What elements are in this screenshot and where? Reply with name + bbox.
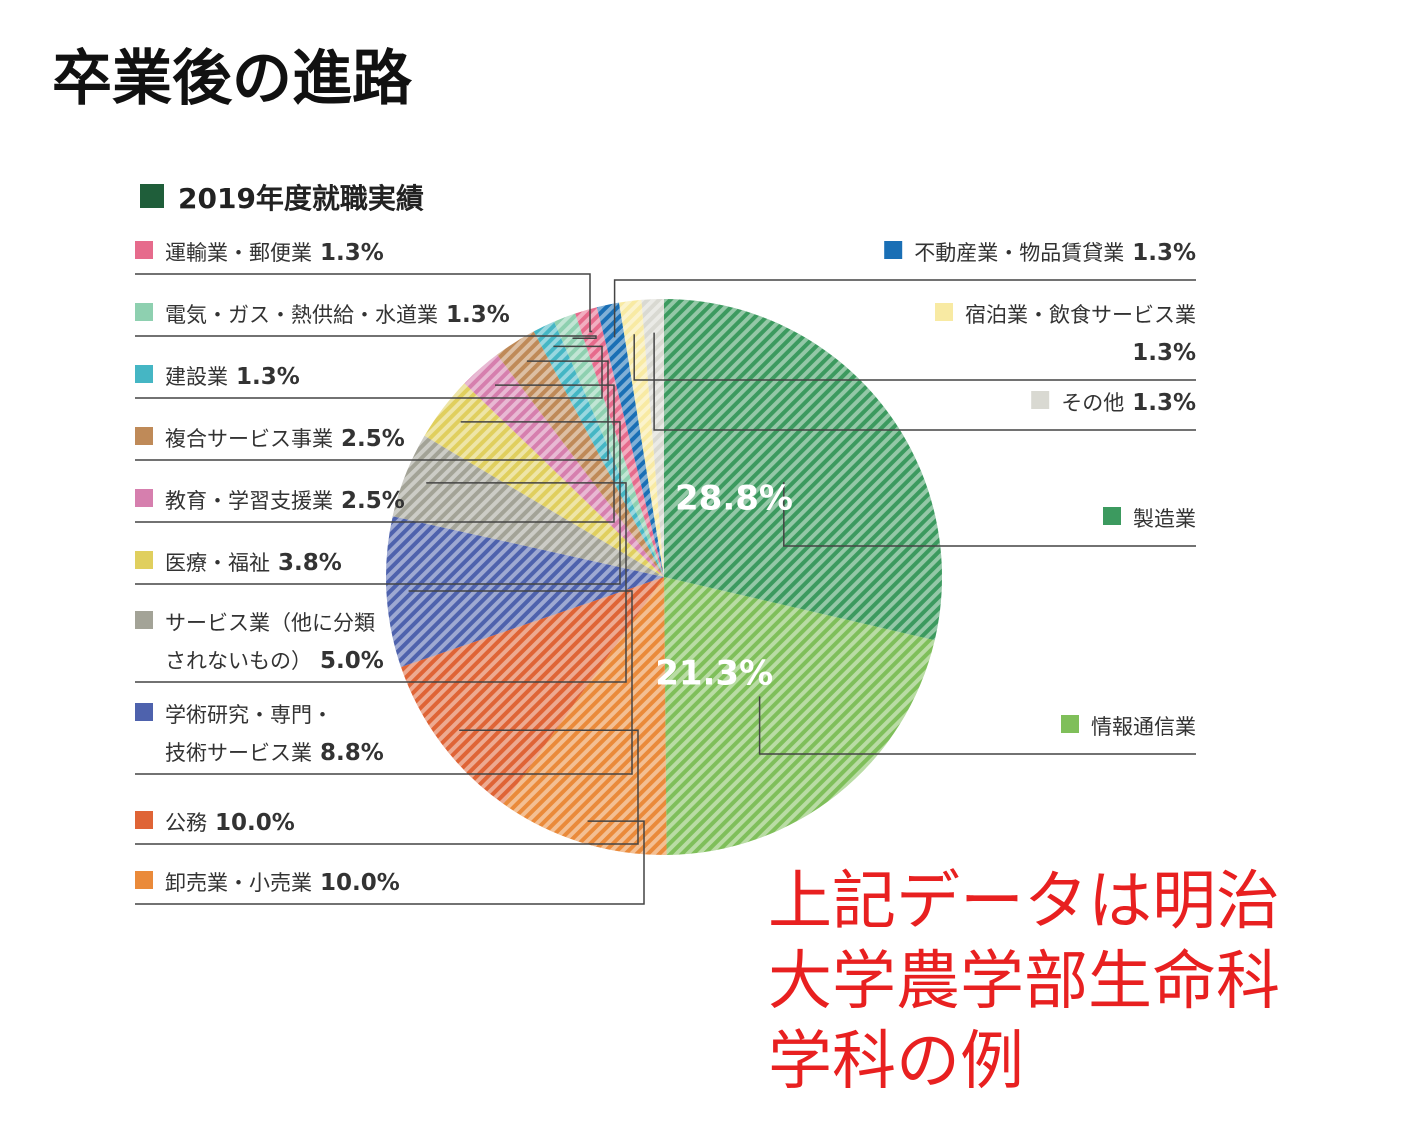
legend-label-line: 情報通信業 (1091, 715, 1196, 739)
legend-label-line: 製造業 (1133, 507, 1196, 531)
legend-label: 電気・ガス・熱供給・水道業 1.3% (165, 302, 510, 328)
legend-value: 10.0% (320, 870, 400, 896)
leader-lines (135, 273, 1196, 905)
slice-value-label: 28.8% (675, 478, 793, 518)
legend-label-line: 学術研究・専門・ (165, 703, 333, 727)
slice-value-label: 21.3% (655, 654, 773, 694)
legend-value: 1.3% (1132, 390, 1196, 416)
legend-label: 複合サービス事業 2.5% (165, 426, 405, 452)
leader-line (135, 384, 615, 523)
legend-swatch (135, 871, 153, 889)
legend-label: サービス業（他に分類されないもの） 5.0% (165, 611, 384, 674)
leader-line (758, 696, 1196, 755)
legend-value: 3.8% (278, 550, 342, 576)
legend-value: 5.0% (320, 648, 384, 674)
leader-line (135, 335, 597, 339)
slice-hatch (497, 331, 664, 577)
leader-line (135, 360, 609, 461)
leader-line (135, 273, 593, 333)
legend-swatch (135, 365, 153, 383)
legend-value: 10.0% (215, 810, 295, 836)
legend-value: 1.3% (1132, 240, 1196, 266)
legend-swatch (135, 611, 153, 629)
legend-swatch (884, 241, 903, 259)
legend-label: 製造業 (1133, 507, 1196, 531)
slice-hatch (619, 299, 664, 577)
legend-swatch (935, 303, 953, 321)
legend-label: 宿泊業・飲食サービス業 1.3% (965, 303, 1196, 366)
legend-value: 1.3% (236, 364, 300, 390)
slice-hatch (664, 299, 942, 641)
page-title: 卒業後の進路 (52, 44, 412, 114)
pie-slices (385, 299, 942, 856)
legend-label: 不動産業・物品賃貸業 1.3% (914, 240, 1196, 266)
inner-labels: 28.8% 21.3% (655, 478, 793, 693)
legend-label-line: その他 (1061, 391, 1124, 415)
legend-label: 運輸業・郵便業 1.3% (165, 240, 384, 266)
legend-swatch (1103, 507, 1121, 525)
legend-label-line: 公務 (165, 811, 207, 835)
legend-swatch (135, 427, 153, 445)
legend-label: 情報通信業 (1091, 715, 1196, 739)
slice-hatch (424, 383, 664, 577)
legend-label-line: サービス業（他に分類 (165, 611, 375, 635)
slice-hatch (641, 299, 664, 577)
legend-swatch (135, 489, 153, 507)
legend-swatch (1061, 715, 1079, 733)
legend-swatch (135, 241, 153, 259)
legend-label-line: 卸売業・小売業 (165, 871, 312, 895)
legend-label-line: 複合サービス事業 (165, 427, 333, 451)
legend: 運輸業・郵便業 1.3% 電気・ガス・熱供給・水道業 1.3% 建設業 1.3% 複合サービ… (135, 240, 1196, 896)
slice-hatch (664, 577, 935, 855)
legend-label-line: 宿泊業・飲食サービス業 (965, 303, 1196, 327)
leader-line (613, 279, 1196, 338)
legend-value: 1.3% (320, 240, 384, 266)
legend-label: 公務 10.0% (165, 810, 295, 836)
note-text: 上記データは明治 大学農学部生命科 学科の例 (768, 865, 1280, 1099)
leader-line (135, 590, 633, 775)
legend-value: 2.5% (341, 426, 405, 452)
legend-label-line: 医療・福祉 (165, 551, 270, 575)
legend-label-line: 建設業 (165, 365, 228, 389)
legend-label-line: 教育・学習支援業 (165, 489, 333, 513)
legend-value: 1.3% (1132, 340, 1196, 366)
legend-label: 教育・学習支援業 2.5% (165, 488, 405, 514)
slice-hatch (392, 435, 664, 577)
leader-line (135, 482, 627, 683)
leader-line (135, 345, 603, 399)
legend-label-line: 電気・ガス・熱供給・水道業 (165, 303, 438, 327)
legend-label-line: 技術サービス業 (165, 741, 312, 765)
legend-label: 学術研究・専門・技術サービス業 8.8% (165, 703, 384, 766)
legend-swatch (135, 811, 153, 829)
legend-swatch (135, 551, 153, 569)
legend-label: 建設業 1.3% (165, 364, 300, 390)
legend-value: 8.8% (320, 740, 384, 766)
slice-hatch (400, 577, 664, 804)
legend-label-line: 不動産業・物品賃貸業 (914, 241, 1124, 265)
legend-label: その他 1.3% (1061, 390, 1196, 416)
slice-hatch (554, 313, 664, 577)
legend-label-line: 運輸業・郵便業 (165, 241, 312, 265)
leader-line (135, 729, 639, 845)
legend-swatch (135, 703, 153, 721)
slice-hatch (596, 302, 664, 577)
legend-value: 1.3% (446, 302, 510, 328)
chart-title: 2019年度就職実績 (178, 182, 424, 215)
legend-swatch (135, 303, 153, 321)
leader-line (135, 421, 621, 585)
leader-line (135, 820, 645, 905)
leader-line (783, 482, 1196, 547)
leader-line (633, 334, 1196, 381)
legend-label-line: されないもの） (165, 649, 312, 673)
chart-title-marker (140, 184, 164, 208)
legend-swatch (1031, 391, 1050, 409)
legend-label: 卸売業・小売業 10.0% (165, 870, 400, 896)
leader-line (653, 332, 1196, 431)
legend-value: 2.5% (341, 488, 405, 514)
legend-label: 医療・福祉 3.8% (165, 550, 342, 576)
